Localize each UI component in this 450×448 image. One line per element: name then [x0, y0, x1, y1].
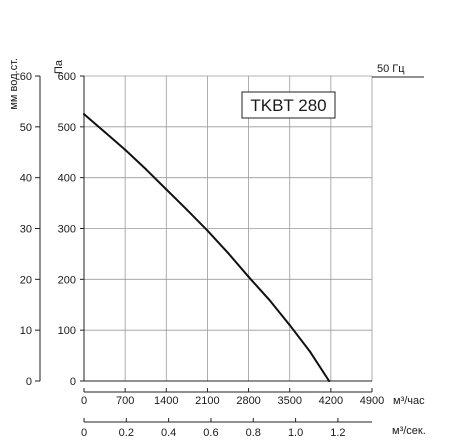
y-mm-tick-label: 20: [20, 274, 32, 286]
grid: [84, 75, 373, 381]
chart-labels: мм вод.ст. Па м³/час м³/сек. 50 Гц TKBT 280: [8, 58, 426, 437]
series-point: [268, 298, 271, 301]
model-label-box: [241, 91, 336, 119]
y-pa-tick-label: 600: [58, 71, 76, 83]
series-point: [103, 130, 106, 133]
y-mm-axis-label: мм вод.ст.: [8, 58, 20, 110]
series-point: [206, 229, 209, 232]
x-hour-axis-label: м³/час: [393, 395, 425, 407]
series-point: [124, 148, 127, 151]
axes: [35, 75, 373, 423]
y-pa-tick-label: 500: [58, 122, 76, 134]
y-pa-tick-label: 0: [70, 376, 76, 388]
model-title: TKBT 280: [250, 96, 326, 115]
x-hour-tick-label: 0: [81, 395, 87, 407]
series: [83, 113, 331, 382]
y-mm-tick-label: 40: [20, 173, 32, 185]
x-sec-tick-label: 1.0: [288, 427, 303, 439]
y-pa-tick-label: 400: [58, 173, 76, 185]
y-mm-tick-label: 0: [26, 376, 32, 388]
x-hour-tick-label: 1400: [154, 395, 178, 407]
x-sec-tick-label: 0.2: [119, 427, 134, 439]
series-point: [309, 351, 312, 354]
y-pa-tick-label: 300: [58, 224, 76, 236]
series-point: [288, 324, 291, 327]
x-hour-tick-label: 2100: [195, 395, 219, 407]
x-sec-tick-label: 0.4: [161, 427, 176, 439]
x-sec-tick-label: 0.8: [246, 427, 261, 439]
x-sec-tick-label: 1.2: [330, 427, 345, 439]
y-mm-tick-label: 60: [20, 71, 32, 83]
y-pa-axis-label: Па: [53, 59, 65, 74]
series-point: [328, 380, 331, 382]
y-mm-tick-label: 10: [20, 325, 32, 337]
y-pa-tick-label: 100: [58, 325, 76, 337]
series-point: [83, 113, 85, 116]
series-point: [247, 275, 250, 278]
x-hour-tick-label: 700: [116, 395, 134, 407]
series-point: [227, 251, 229, 254]
series-line-0: [83, 113, 331, 382]
series-point: [144, 168, 147, 171]
series-point: [165, 188, 168, 191]
x-hour-tick-label: 4900: [360, 395, 384, 407]
x-sec-axis-label: м³/сек.: [392, 425, 426, 437]
x-sec-tick-label: 0: [81, 427, 87, 439]
x-hour-tick-label: 3500: [277, 395, 301, 407]
y-pa-tick-label: 200: [58, 274, 76, 286]
y-mm-tick-label: 30: [20, 224, 32, 236]
frequency-label: 50 Гц: [377, 63, 405, 75]
y-mm-tick-label: 50: [20, 122, 32, 134]
x-hour-tick-label: 4200: [319, 395, 343, 407]
x-hour-tick-label: 2800: [236, 395, 260, 407]
x-sec-tick-label: 0.6: [203, 427, 218, 439]
series-point: [185, 208, 188, 211]
